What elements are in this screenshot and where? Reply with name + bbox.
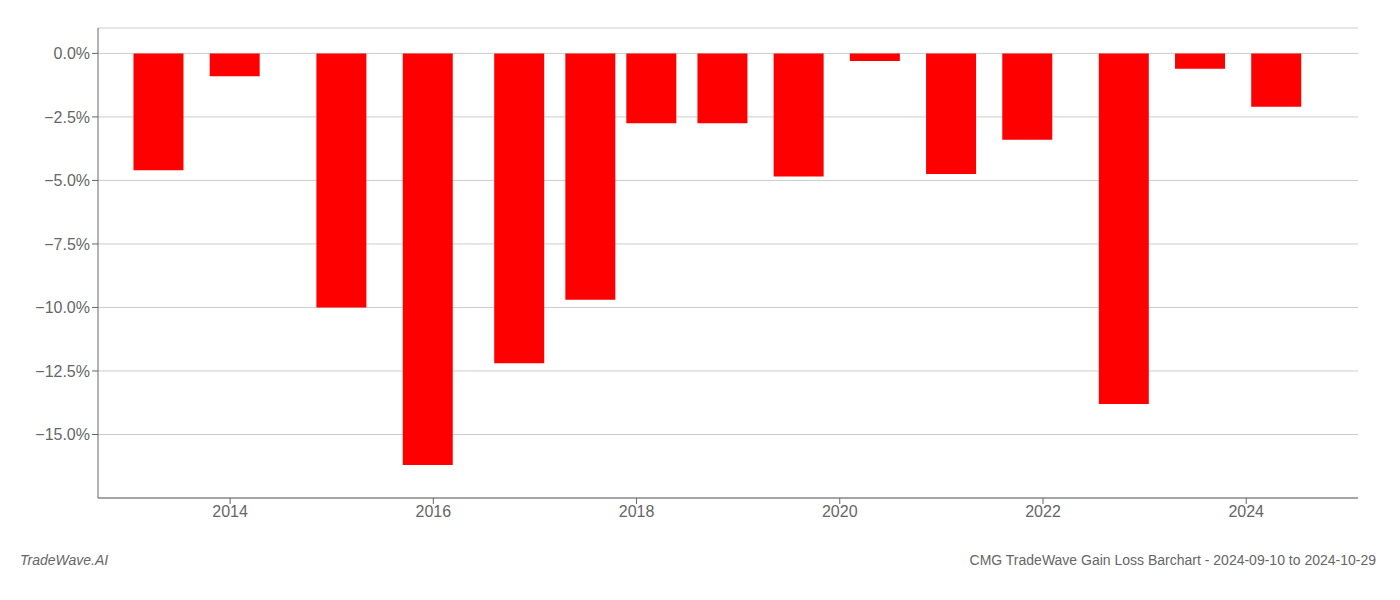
svg-text:2014: 2014 [212, 503, 248, 520]
svg-text:−2.5%: −2.5% [44, 109, 90, 126]
svg-text:−15.0%: −15.0% [35, 426, 90, 443]
svg-text:0.0%: 0.0% [54, 45, 90, 62]
svg-text:2018: 2018 [619, 503, 655, 520]
svg-text:−10.0%: −10.0% [35, 299, 90, 316]
html-text:CMG TradeWave Gain Loss Barcha: CMG TradeWave Gain Loss Barchart - 2024-… [969, 552, 1376, 568]
svg-text:2022: 2022 [1025, 503, 1061, 520]
html-text:TradeWave.AI: TradeWave.AI [20, 552, 109, 568]
svg-text:−7.5%: −7.5% [44, 236, 90, 253]
svg-text:2016: 2016 [416, 503, 452, 520]
svg-text:2024: 2024 [1228, 503, 1264, 520]
svg-text:2020: 2020 [822, 503, 858, 520]
svg-text:−12.5%: −12.5% [35, 363, 90, 380]
svg-text:−5.0%: −5.0% [44, 172, 90, 189]
